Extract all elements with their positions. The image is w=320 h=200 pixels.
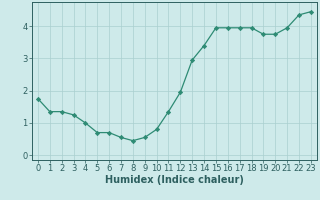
- X-axis label: Humidex (Indice chaleur): Humidex (Indice chaleur): [105, 175, 244, 185]
